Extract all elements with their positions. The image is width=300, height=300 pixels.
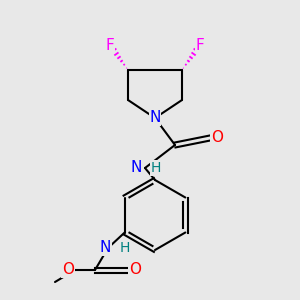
Text: H: H — [120, 241, 130, 255]
Text: N: N — [149, 110, 161, 125]
Text: N: N — [130, 160, 142, 175]
Text: F: F — [106, 38, 114, 52]
Text: F: F — [196, 38, 204, 52]
Text: O: O — [62, 262, 74, 278]
Text: N: N — [100, 241, 111, 256]
Text: H: H — [151, 161, 161, 175]
Text: O: O — [129, 262, 141, 278]
Text: O: O — [211, 130, 223, 146]
